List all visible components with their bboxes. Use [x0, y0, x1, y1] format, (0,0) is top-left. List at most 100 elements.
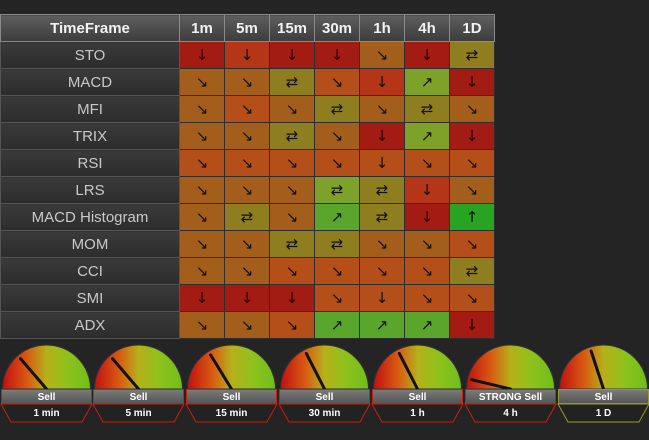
signal-arrow-icon: ↗ [359, 311, 405, 339]
signal-arrow-icon: ↘ [359, 257, 405, 285]
signal-arrow-icon: ↘ [179, 203, 225, 231]
signal-arrow-icon: ↓ [224, 284, 270, 312]
signal-arrow-icon: ↓ [449, 311, 495, 339]
signal-arrow-icon: ↗ [314, 311, 360, 339]
signal-arrow-icon: ↓ [449, 68, 495, 96]
indicator-label: CCI [0, 257, 180, 285]
signal-arrow-icon: ↘ [179, 257, 225, 285]
signal-arrow-icon: ↑ [449, 203, 495, 231]
signal-arrow-icon: ↓ [359, 122, 405, 150]
signal-arrow-icon: ↓ [404, 203, 450, 231]
signal-arrow-icon: ⇄ [449, 41, 495, 69]
gauge-timeframe-label: 1 h [410, 408, 425, 419]
signal-arrow-icon: ↘ [449, 149, 495, 177]
gauge-needle [397, 351, 419, 391]
indicator-label: MOM [0, 230, 180, 258]
signal-arrow-icon: ↘ [269, 95, 315, 123]
signal-arrow-icon: ↘ [179, 176, 225, 204]
signal-arrow-icon: ↘ [449, 284, 495, 312]
signal-arrow-icon: ↓ [314, 41, 360, 69]
signal-arrow-icon: ↘ [224, 257, 270, 285]
signal-arrow-icon: ↓ [404, 41, 450, 69]
gauge-signal-label: Sell [93, 389, 184, 404]
timeframe-header-15m[interactable]: 15m [269, 14, 315, 42]
signal-gauge: Sell 5 min [92, 343, 185, 423]
signal-arrow-icon: ⇄ [449, 257, 495, 285]
indicator-row: MOM ↘ ↘ ⇄ ⇄ ↘ ↘ ↘ [0, 230, 495, 258]
signal-arrow-icon: ↘ [179, 311, 225, 339]
signal-arrow-icon: ⇄ [314, 95, 360, 123]
gauge-timeframe-label: 1 D [595, 408, 612, 419]
signal-arrow-icon: ↘ [224, 311, 270, 339]
gauge-needle [470, 378, 512, 391]
indicator-label: STO [0, 41, 180, 69]
indicator-row: MACD ↘ ↘ ⇄ ↘ ↓ ↗ ↓ [0, 68, 495, 96]
signal-arrow-icon: ⇄ [359, 176, 405, 204]
signal-arrow-icon: ↘ [404, 230, 450, 258]
signal-arrow-icon: ↘ [314, 68, 360, 96]
timeframe-header-1m[interactable]: 1m [179, 14, 225, 42]
signal-arrow-icon: ↘ [404, 284, 450, 312]
timeframe-corner-header: TimeFrame [0, 14, 180, 42]
indicator-label: TRIX [0, 122, 180, 150]
gauge-timeframe-label: 30 min [308, 408, 341, 419]
gauge-needle [209, 353, 233, 391]
signal-arrow-icon: ↘ [179, 95, 225, 123]
timeframe-header-4h[interactable]: 4h [404, 14, 450, 42]
gauge-dial [557, 344, 649, 423]
signal-gauge: Sell 1 min [0, 343, 93, 423]
signal-gauge: Sell 15 min [185, 343, 278, 423]
timeframe-header-5m[interactable]: 5m [224, 14, 270, 42]
indicator-label: SMI [0, 284, 180, 312]
gauge-dial [0, 344, 93, 423]
signal-arrow-icon: ↘ [269, 149, 315, 177]
signal-arrow-icon: ⇄ [269, 68, 315, 96]
signal-arrow-icon: ↓ [179, 41, 225, 69]
signal-arrow-icon: ↘ [449, 176, 495, 204]
gauge-signal-label: Sell [279, 389, 370, 404]
timeframe-header-1d[interactable]: 1D [449, 14, 495, 42]
indicator-label: RSI [0, 149, 180, 177]
gauge-dial [92, 344, 185, 423]
indicator-row: CCI ↘ ↘ ↘ ↘ ↘ ↘ ⇄ [0, 257, 495, 285]
signal-arrow-icon: ↘ [269, 257, 315, 285]
gauge-signal-label: Sell [186, 389, 277, 404]
signal-gauge: Sell 30 min [278, 343, 371, 423]
signal-arrow-icon: ↘ [224, 122, 270, 150]
gauge-timeframe-label: 4 h [503, 408, 518, 419]
signal-arrow-icon: ↗ [314, 203, 360, 231]
signal-arrow-icon: ↘ [449, 230, 495, 258]
gauge-signal-label: Sell [372, 389, 463, 404]
signal-arrow-icon: ↘ [404, 257, 450, 285]
indicator-row: MACD Histogram ↘ ⇄ ↘ ↗ ⇄ ↓ ↑ [0, 203, 495, 231]
gauge-needle [19, 357, 48, 391]
indicator-label: LRS [0, 176, 180, 204]
signal-arrow-icon: ↘ [179, 230, 225, 258]
signal-arrow-icon: ⇄ [314, 176, 360, 204]
signal-arrow-icon: ⇄ [359, 203, 405, 231]
signal-arrow-icon: ↘ [269, 176, 315, 204]
timeframe-header-30m[interactable]: 30m [314, 14, 360, 42]
timeframe-header-1h[interactable]: 1h [359, 14, 405, 42]
gauge-signal-label: Sell [1, 389, 92, 404]
indicator-row: TRIX ↘ ↘ ⇄ ↘ ↓ ↗ ↓ [0, 122, 495, 150]
indicator-row: ADX ↘ ↘ ↘ ↗ ↗ ↗ ↓ [0, 311, 495, 339]
signal-arrow-icon: ↘ [269, 203, 315, 231]
signal-arrow-icon: ↘ [314, 257, 360, 285]
gauge-timeframe-label: 1 min [33, 408, 60, 419]
signal-arrow-icon: ↓ [179, 284, 225, 312]
gauge-dial [371, 344, 464, 423]
signal-arrow-icon: ↘ [359, 41, 405, 69]
indicator-table: TimeFrame 1m 5m 15m 30m 1h 4h 1D STO ↓ ↓ ↓ ↓… [0, 14, 495, 339]
signal-arrow-icon: ↓ [224, 41, 270, 69]
signal-arrow-icon: ⇄ [269, 122, 315, 150]
indicator-row: STO ↓ ↓ ↓ ↓ ↘ ↓ ⇄ [0, 41, 495, 69]
signal-arrow-icon: ↗ [404, 311, 450, 339]
signal-arrow-icon: ⇄ [314, 230, 360, 258]
signal-arrow-icon: ↘ [224, 95, 270, 123]
signal-arrow-icon: ↗ [404, 122, 450, 150]
header-row: TimeFrame 1m 5m 15m 30m 1h 4h 1D [0, 14, 495, 42]
gauge-signal-label: Sell [558, 389, 649, 404]
signal-arrow-icon: ↘ [449, 95, 495, 123]
gauge-dial [464, 344, 557, 423]
